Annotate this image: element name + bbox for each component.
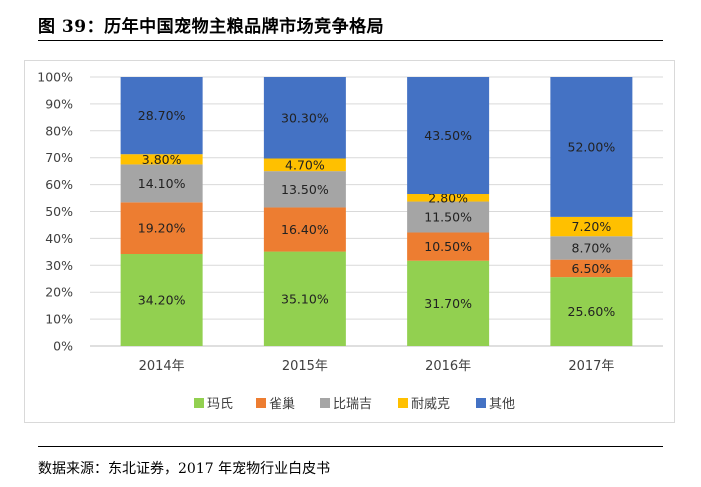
data-label: 10.50% (424, 239, 472, 254)
data-label: 28.70% (138, 108, 186, 123)
bar-segment (120, 154, 203, 165)
y-tick-label: 10% (45, 312, 73, 327)
data-label: 3.80% (142, 152, 182, 167)
bar-segment (550, 236, 633, 260)
legend-swatch (476, 398, 486, 408)
x-tick-label: 2014年 (139, 359, 185, 374)
data-label: 43.50% (424, 128, 472, 143)
x-tick-label: 2015年 (282, 359, 328, 374)
source-rule (38, 446, 663, 447)
data-label: 31.70% (424, 296, 472, 311)
bar-segment (120, 202, 203, 255)
data-label: 13.50% (281, 182, 329, 197)
title-rule (38, 40, 663, 41)
legend-swatch (256, 398, 266, 408)
bar-segment (263, 77, 346, 159)
bar-segment (263, 207, 346, 252)
data-label: 11.50% (424, 210, 472, 225)
y-tick-label: 80% (45, 123, 73, 138)
y-tick-label: 30% (45, 258, 73, 273)
data-label: 14.10% (138, 176, 186, 191)
bar-segment (263, 251, 346, 346)
x-tick-label: 2016年 (425, 359, 471, 374)
data-label: 2.80% (428, 190, 468, 205)
bar-segment (407, 232, 490, 261)
bar-segment (550, 77, 633, 217)
y-tick-label: 100% (37, 70, 73, 85)
bar-segment (120, 77, 203, 155)
x-tick-label: 2017年 (568, 359, 614, 374)
legend-label: 其他 (489, 397, 515, 412)
y-tick-label: 70% (45, 150, 73, 165)
data-label: 16.40% (281, 222, 329, 237)
data-label: 25.60% (568, 304, 616, 319)
data-label: 30.30% (281, 110, 329, 125)
bar-segment (407, 194, 490, 202)
source-note: 数据来源：东北证券，2017 年宠物行业白皮书 (38, 461, 331, 477)
bar-segment (550, 259, 633, 278)
bar-segment (550, 216, 633, 237)
y-tick-label: 40% (45, 231, 73, 246)
y-tick-label: 90% (45, 96, 73, 111)
data-label: 34.20% (138, 293, 186, 308)
bar-segment (550, 277, 633, 346)
data-label: 52.00% (568, 139, 616, 154)
y-tick-label: 0% (53, 339, 73, 354)
data-label: 8.70% (572, 240, 612, 255)
data-label: 19.20% (138, 221, 186, 236)
bar-segment (120, 254, 203, 346)
legend-swatch (398, 398, 408, 408)
legend-swatch (320, 398, 330, 408)
y-tick-label: 20% (45, 285, 73, 300)
legend-swatch (194, 398, 204, 408)
y-tick-label: 50% (45, 204, 73, 219)
legend-label: 比瑞吉 (333, 397, 372, 412)
bar-segment (407, 201, 490, 233)
data-label: 4.70% (285, 157, 325, 172)
bar-segment (120, 164, 203, 203)
legend-label: 玛氏 (207, 397, 233, 412)
y-tick-label: 60% (45, 177, 73, 192)
data-label: 7.20% (572, 219, 612, 234)
data-label: 6.50% (572, 261, 612, 276)
bar-segment (263, 158, 346, 172)
legend-label: 耐威克 (411, 397, 450, 412)
bar-segment (407, 77, 490, 195)
figure-title: 图 39：历年中国宠物主粮品牌市场竞争格局 (38, 17, 385, 37)
bar-segment (407, 260, 490, 346)
data-label: 35.10% (281, 291, 329, 306)
bar-segment (263, 171, 346, 208)
legend-label: 雀巢 (269, 397, 295, 412)
